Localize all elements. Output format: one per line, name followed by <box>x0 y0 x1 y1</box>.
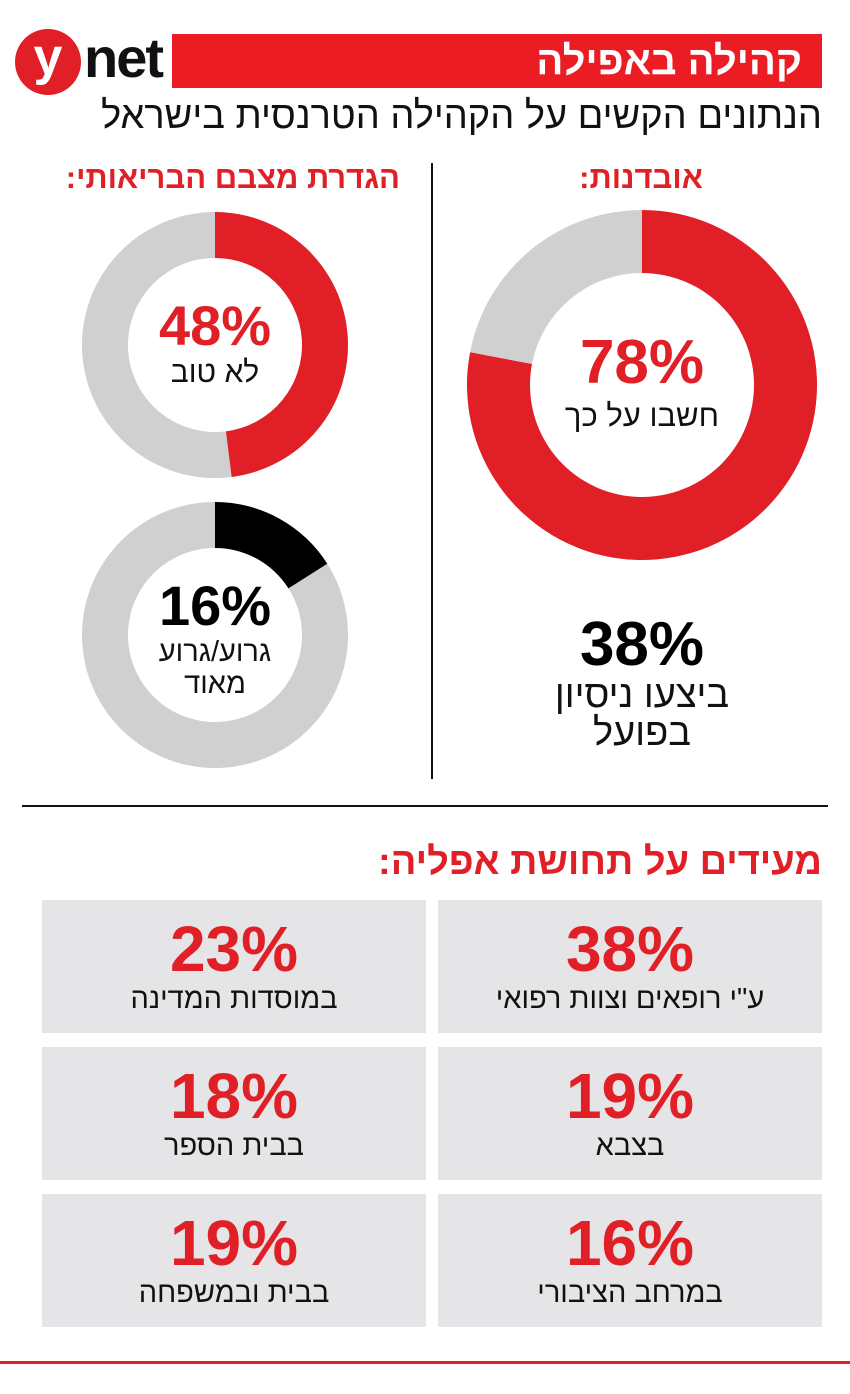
stat-pct: 19% <box>565 1060 695 1132</box>
ynet-logo-text: net <box>84 26 164 89</box>
stat-label: ע"י רופאים וצוות רפואי <box>495 983 765 1015</box>
donut-rest-suicide <box>470 210 642 365</box>
stat-pct: 18% <box>169 1060 299 1132</box>
stat-cell: 16% במרחב הציבורי <box>438 1194 822 1327</box>
ynet-logo-circle: y <box>15 29 81 95</box>
stat-pct: 19% <box>169 1207 299 1279</box>
donut-segment-suicide <box>467 210 818 561</box>
bottom-rule <box>0 1361 850 1364</box>
donut-label-health-bad: לא טוב <box>170 356 260 389</box>
stat-label: בבית הספר <box>163 1130 305 1162</box>
stat-pct: 23% <box>169 913 299 985</box>
attempt-label-line2: בפועל <box>592 712 692 754</box>
donut-rest-health-bad <box>82 212 232 478</box>
donut-label-health-very-bad-1: גרוע/גרוע <box>158 636 272 668</box>
stat-pct: 38% <box>565 913 695 985</box>
stat-label: בצבא <box>595 1130 665 1162</box>
vertical-divider <box>431 163 433 779</box>
donut-segment-health-bad <box>215 211 349 477</box>
stat-cell: 23% במוסדות המדינה <box>42 900 426 1033</box>
stat-cell: 19% בצבא <box>438 1047 822 1180</box>
donut-label-health-very-bad-2: מאוד <box>184 668 246 700</box>
title-banner: קהילה באפילה <box>172 34 822 88</box>
donut-value-health-bad: 48% <box>158 294 272 357</box>
stat-label: במוסדות המדינה <box>130 983 338 1015</box>
stat-label: בבית ובמשפחה <box>138 1277 330 1309</box>
stat-label: במרחב הציבורי <box>537 1277 723 1309</box>
page-title: קהילה באפילה <box>536 39 802 83</box>
donut-charts <box>82 210 818 768</box>
discrimination-heading: מעידים על תחושת אפליה: <box>378 841 822 883</box>
donut-value-health-very-bad: 16% <box>158 574 272 637</box>
stat-pct: 16% <box>565 1207 695 1279</box>
donut-rest-health-very-bad <box>82 502 349 768</box>
page-subtitle: הנתונים הקשים על הקהילה הטרנסית בישראל <box>101 95 822 137</box>
health-heading: הגדרת מצבם הבריאותי: <box>65 160 400 195</box>
stat-cell: 19% בבית ובמשפחה <box>42 1194 426 1327</box>
donut-segment-health-very-bad <box>215 502 328 589</box>
attempt-pct: 38% <box>579 610 705 679</box>
suicide-heading: אובדנות: <box>579 160 703 195</box>
donut-value-suicide: 78% <box>579 328 705 397</box>
donut-label-suicide: חשבו על כך <box>564 398 720 433</box>
stat-cell: 38% ע"י רופאים וצוות רפואי <box>438 900 822 1033</box>
horizontal-divider <box>22 805 828 807</box>
stat-cell: 18% בבית הספר <box>42 1047 426 1180</box>
attempt-label-line1: ביצעו ניסיון <box>554 674 730 716</box>
